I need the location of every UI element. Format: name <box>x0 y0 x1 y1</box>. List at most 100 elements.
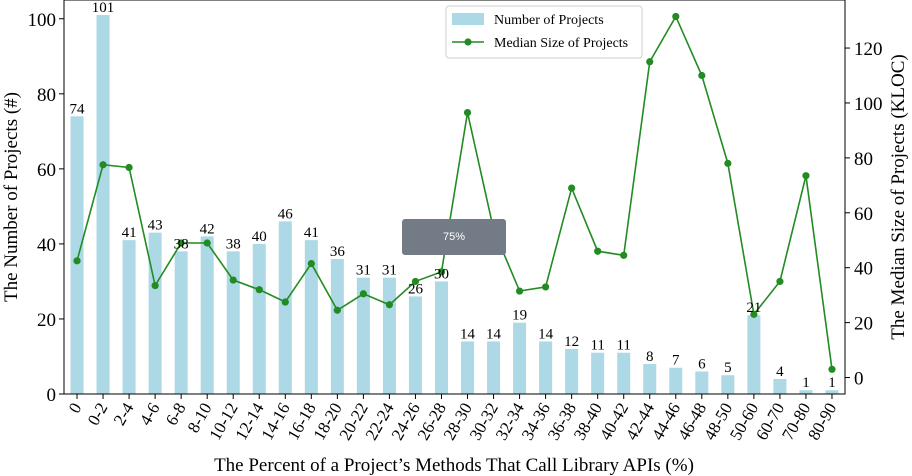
x-tick-label: 0 <box>65 400 86 417</box>
y-left-tick-label: 80 <box>37 85 56 106</box>
bar-12-14 <box>252 243 266 394</box>
bar-value-label: 31 <box>356 263 371 279</box>
y-right-tick-label: 40 <box>854 259 873 280</box>
legend-bar-swatch <box>452 13 484 25</box>
bar-6-8 <box>174 251 188 394</box>
y-axis-left-label: The Number of Projects (#) <box>1 92 22 302</box>
legend-bar-label: Number of Projects <box>494 13 604 28</box>
legend: Number of Projects Median Size of Projec… <box>445 5 643 59</box>
y-right-tick-label: 80 <box>854 149 873 170</box>
median-size-point <box>802 172 810 180</box>
median-size-point <box>73 257 81 265</box>
bar-value-label: 43 <box>148 218 163 234</box>
bar-value-label: 5 <box>724 360 732 376</box>
bar-28-30 <box>461 341 475 394</box>
median-size-point <box>828 365 836 373</box>
median-size-point <box>281 298 289 306</box>
bar-value-label: 14 <box>538 326 554 342</box>
bar-26-28 <box>434 281 448 394</box>
median-size-point <box>724 159 732 167</box>
bar-30-32 <box>487 341 501 394</box>
median-size-point <box>255 286 263 294</box>
bar-value-label: 14 <box>460 326 476 342</box>
bar-42-44 <box>643 363 657 394</box>
bar-0-2 <box>96 15 110 395</box>
y-right-tick-label: 20 <box>854 314 873 335</box>
bar-48-50 <box>721 375 735 394</box>
median-size-point <box>307 259 315 268</box>
bar-50-60 <box>747 315 761 394</box>
bar-value-label: 101 <box>92 0 115 16</box>
y-right-tick-label: 100 <box>854 94 883 115</box>
bar-18-20 <box>330 258 344 394</box>
bar-value-label: 14 <box>486 326 502 342</box>
bar-40-42 <box>617 352 631 394</box>
bar-value-label: 38 <box>174 236 189 252</box>
bar-8-10 <box>200 236 214 394</box>
x-tick-label: 4-6 <box>136 400 164 429</box>
bar-value-label: 40 <box>252 229 267 245</box>
bar-value-label: 12 <box>564 334 579 350</box>
median-size-point <box>333 306 341 314</box>
bar-value-label: 1 <box>802 375 810 391</box>
y-axis-left: 0 20 40 60 80 100 <box>28 10 64 406</box>
median-size-point <box>542 283 550 291</box>
median-size-point <box>594 247 602 255</box>
bar-value-label: 36 <box>330 244 346 260</box>
bar-value-label: 7 <box>672 353 680 369</box>
y-left-tick-label: 40 <box>37 235 56 256</box>
median-size-point <box>229 276 237 284</box>
line-series <box>73 12 836 373</box>
y-left-tick-label: 0 <box>47 385 57 406</box>
median-size-point <box>437 268 446 276</box>
bar-series <box>70 15 839 395</box>
bar-value-label: 11 <box>616 338 630 354</box>
bar-22-24 <box>382 277 396 394</box>
legend-line-marker <box>464 38 472 46</box>
bar-value-label: 26 <box>408 281 424 297</box>
median-size-point <box>463 108 472 117</box>
y-left-tick-label: 60 <box>37 160 56 181</box>
bar-value-label: 41 <box>304 225 319 241</box>
bar-20-22 <box>356 277 370 394</box>
y-right-tick-label: 60 <box>854 204 873 225</box>
bar-value-label: 8 <box>646 349 654 365</box>
bar-16-18 <box>304 240 318 394</box>
x-tick-label: 80-90 <box>804 400 840 444</box>
bar-38-40 <box>591 352 605 394</box>
plot-frame <box>63 0 846 395</box>
median-size-point <box>203 239 211 247</box>
median-size-point <box>359 290 367 298</box>
y-axis-right: 0 20 40 60 80 100 120 <box>845 39 883 390</box>
median-size-point <box>750 310 758 318</box>
bar-80-90 <box>825 390 839 394</box>
bar-36-38 <box>565 348 579 394</box>
median-size-point <box>672 12 680 21</box>
y-left-tick-label: 100 <box>28 10 57 31</box>
median-size-point <box>776 277 784 286</box>
median-size-point <box>151 281 159 290</box>
y-right-tick-label: 120 <box>854 39 883 60</box>
bar-24-26 <box>408 296 422 394</box>
median-size-point <box>411 277 420 286</box>
bar-value-label: 19 <box>512 308 527 324</box>
bar-value-label: 11 <box>590 338 604 354</box>
bar-34-36 <box>539 341 553 394</box>
median-size-point <box>568 184 576 192</box>
x-axis: 00-22-44-66-88-1010-1212-1414-1616-1818-… <box>65 394 840 444</box>
median-size-line <box>76 14 833 370</box>
median-size-point <box>620 251 628 259</box>
bar-value-label: 38 <box>226 236 241 252</box>
x-axis-label: The Percent of a Project’s Methods That … <box>214 455 694 476</box>
median-size-point <box>99 161 107 169</box>
progress-tooltip: 75% <box>402 219 506 255</box>
bar-70-80 <box>799 390 813 394</box>
bar-60-70 <box>773 378 787 394</box>
x-tick-label: 0-2 <box>84 400 112 429</box>
y-axis-right-label: The Median Size of Projects (KLOC) <box>888 54 909 339</box>
bar-value-label: 31 <box>382 263 397 279</box>
median-size-point <box>385 301 394 309</box>
bar-value-label: 21 <box>746 300 761 316</box>
